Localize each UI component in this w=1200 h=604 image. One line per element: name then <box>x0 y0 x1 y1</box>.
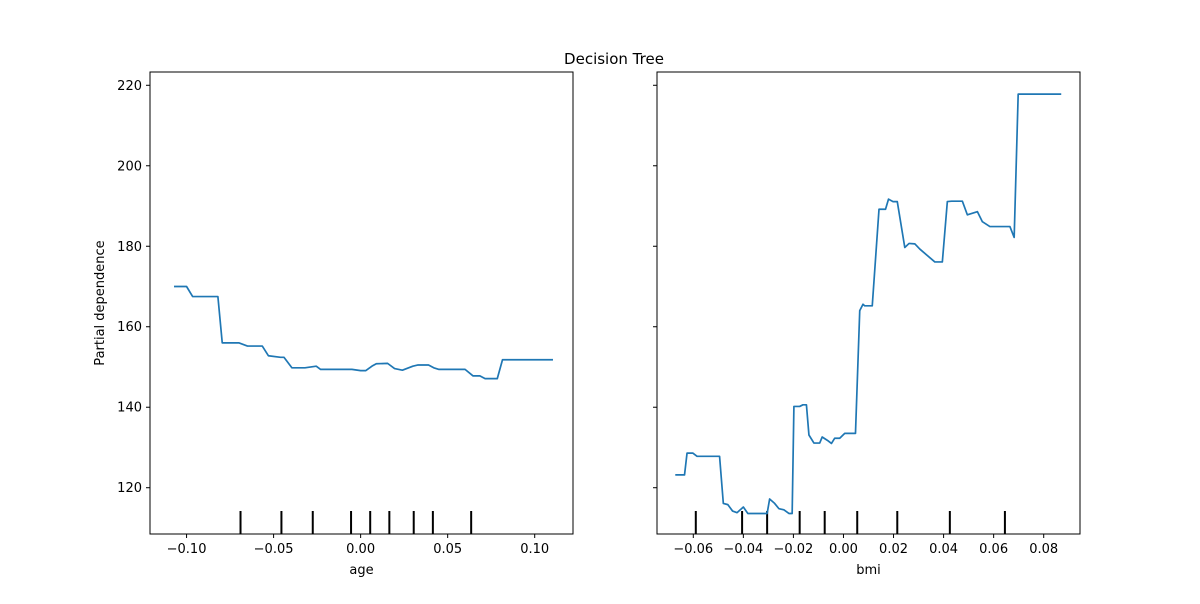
panel-age: −0.10 −0.05 0.00 0.05 0.10 120 140 160 180 200 22… <box>93 71 574 578</box>
x-tick-label: 0.02 <box>879 542 908 557</box>
x-tick-label: 0.08 <box>1029 542 1058 557</box>
x-axis-ticks: −0.06 −0.04 −0.02 0.00 0.02 0.04 0.06 0.08 <box>673 534 1058 557</box>
y-axis-ticks: 120 140 160 180 200 220 <box>117 79 150 496</box>
x-tick-label: −0.02 <box>773 542 813 557</box>
x-tick-label: −0.05 <box>254 542 294 557</box>
y-tick-label: 200 <box>117 159 142 174</box>
x-tick-label: −0.04 <box>723 542 763 557</box>
y-axis-ticks <box>653 84 657 489</box>
figure-title: Decision Tree <box>564 50 664 68</box>
y-tick-label: 220 <box>117 79 142 94</box>
rug-ticks <box>239 511 473 534</box>
x-tick-label: −0.10 <box>167 542 207 557</box>
partial-dependence-line <box>174 285 553 380</box>
x-tick-label: 0.00 <box>829 542 858 557</box>
x-tick-label: 0.05 <box>433 542 462 557</box>
x-tick-label: 0.10 <box>520 542 549 557</box>
y-tick-label: 180 <box>117 240 142 255</box>
plot-frame <box>149 71 574 535</box>
x-axis-label: age <box>349 563 373 578</box>
rug-ticks <box>694 511 1006 534</box>
x-axis-label: bmi <box>856 563 881 578</box>
panel-bmi: −0.06 −0.04 −0.02 0.00 0.02 0.04 0.06 0.08 bmi <box>653 71 1081 578</box>
y-tick-label: 140 <box>117 401 142 416</box>
y-axis-label: Partial dependence <box>93 240 108 365</box>
x-tick-label: −0.06 <box>673 542 713 557</box>
x-tick-label: 0.06 <box>979 542 1008 557</box>
x-tick-label: 0.04 <box>929 542 958 557</box>
y-tick-label: 160 <box>117 320 142 335</box>
y-tick-label: 120 <box>117 481 142 496</box>
plot-frame <box>656 71 1081 535</box>
x-axis-ticks: −0.10 −0.05 0.00 0.05 0.10 <box>167 534 549 557</box>
x-tick-label: 0.00 <box>346 542 375 557</box>
partial-dependence-line <box>675 93 1062 515</box>
